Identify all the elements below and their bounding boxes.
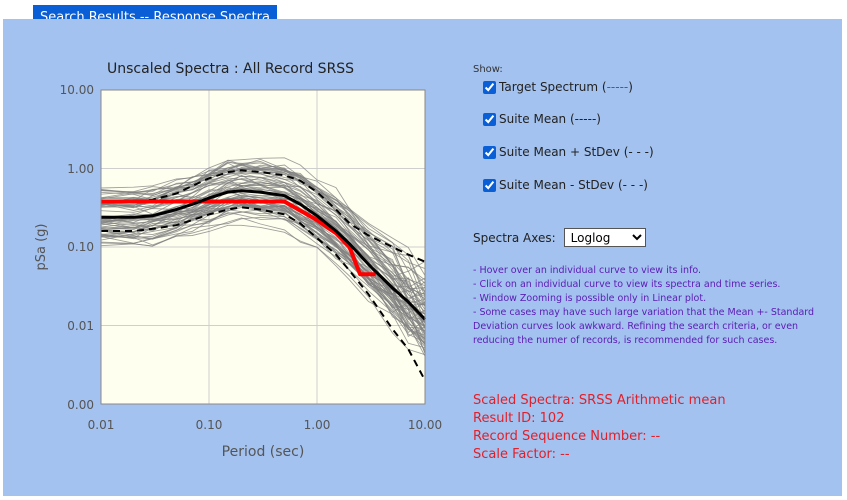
record-curve[interactable]: [100, 169, 426, 293]
record-curve[interactable]: [100, 177, 426, 315]
record-curve[interactable]: [100, 204, 426, 348]
record-curve[interactable]: [100, 186, 426, 301]
record-curve[interactable]: [100, 177, 426, 295]
record-curve[interactable]: [100, 167, 426, 284]
note-item: - Hover over an individual curve to view…: [473, 265, 702, 276]
suite-mean-checkbox[interactable]: [483, 112, 496, 126]
y-tick-label: 0.10: [67, 240, 94, 254]
target-spectrum-option[interactable]: Target Spectrum (-----): [483, 80, 633, 94]
spectra-axes-label: Spectra Axes:: [473, 230, 556, 245]
target-spectrum-checkbox[interactable]: [483, 80, 496, 94]
x-tick-label: 10.00: [408, 418, 442, 432]
show-label: Show:: [473, 64, 503, 75]
record-curve[interactable]: [100, 157, 426, 276]
target-spectrum-label: Target Spectrum (: [499, 80, 607, 94]
note-item: - Window Zooming is possible only in Lin…: [473, 293, 707, 304]
scaled-spectra-text: Scaled Spectra: SRSS Arithmetic mean: [473, 393, 726, 408]
target-spectrum-line-sample: -----: [606, 80, 629, 94]
y-axis-label: pSa (g): [34, 224, 49, 271]
record-curve[interactable]: [100, 209, 426, 332]
suite-mean-plus-stdev-label: Suite Mean + StDev (- - -): [499, 145, 654, 159]
scale-factor-text: Scale Factor: --: [473, 447, 570, 462]
record-info: Scaled Spectra: SRSS Arithmetic mean Res…: [473, 392, 726, 464]
y-tick-label: 0.01: [67, 319, 94, 333]
x-tick-label: 0.01: [88, 418, 115, 432]
spectra-axes-row: Spectra Axes: Loglog: [473, 228, 646, 247]
note-item: - Click on an individual curve to view i…: [473, 279, 781, 290]
record-curve[interactable]: [100, 198, 426, 345]
record-curve[interactable]: [100, 165, 426, 307]
suite-mean-minus-stdev-line: [101, 206, 426, 381]
y-tick-label: 1.00: [67, 162, 94, 176]
suite-mean-minus-stdev-option[interactable]: Suite Mean - StDev (- - -): [483, 178, 648, 192]
result-id-text: Result ID: 102: [473, 411, 565, 426]
suite-mean-plus-stdev-checkbox[interactable]: [483, 145, 496, 159]
suite-mean-line: [101, 189, 427, 321]
chart-title: Unscaled Spectra : All Record SRSS: [107, 61, 355, 77]
y-tick-label: 10.00: [60, 83, 94, 97]
suite-mean-minus-stdev-label: Suite Mean - StDev (- - -): [499, 178, 648, 192]
statistic-curves: [101, 169, 427, 381]
record-sequence-text: Record Sequence Number: --: [473, 429, 661, 444]
suite-mean-minus-stdev-checkbox[interactable]: [483, 178, 496, 192]
target-spectrum-label-close: ): [628, 80, 633, 94]
plot-frame: [100, 89, 426, 405]
spectra-axes-select[interactable]: Loglog: [563, 228, 646, 247]
x-axis-label: Period (sec): [222, 444, 305, 460]
gridlines: [101, 90, 425, 404]
record-curve[interactable]: [100, 199, 426, 357]
suite-mean-plus-stdev-line: [101, 169, 426, 263]
record-curve[interactable]: [100, 216, 426, 343]
target-spectrum-line: [101, 199, 376, 277]
y-tick-label: 0.00: [67, 398, 94, 412]
x-tick-label: 0.10: [196, 418, 223, 432]
suite-mean-plus-stdev-option[interactable]: Suite Mean + StDev (- - -): [483, 145, 654, 159]
record-curve[interactable]: [100, 184, 426, 299]
x-tick-label: 1.00: [304, 418, 331, 432]
suite-mean-option[interactable]: Suite Mean (-----): [483, 112, 601, 126]
note-item: - Some cases may have such large variati…: [473, 307, 815, 346]
record-curve[interactable]: [100, 224, 426, 356]
suite-mean-label: Suite Mean (-----): [499, 112, 601, 126]
record-curve[interactable]: [100, 168, 426, 289]
help-notes: - Hover over an individual curve to view…: [473, 264, 833, 348]
